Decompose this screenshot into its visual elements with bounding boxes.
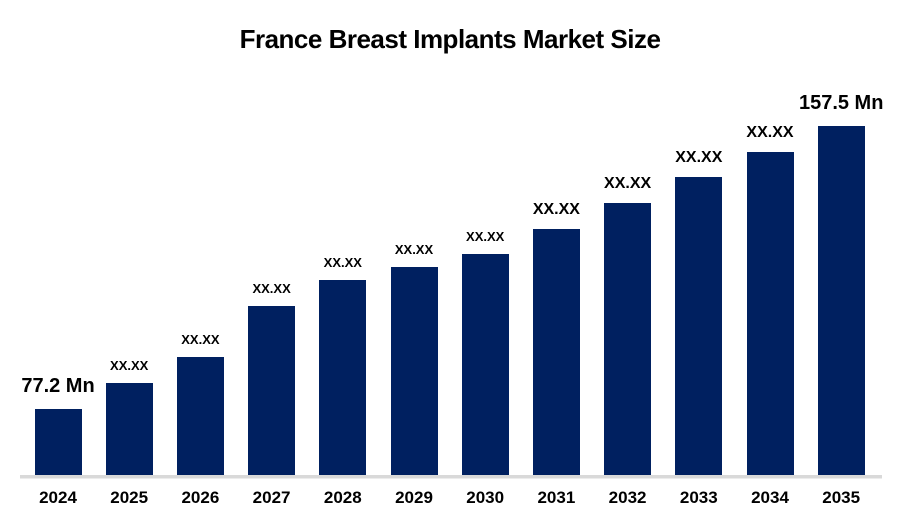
bar-value-label-2032: XX.XX (604, 175, 652, 192)
bar-2034 (746, 152, 794, 475)
bar-value-label-2025: XX.XX (110, 358, 149, 373)
chart-title: France Breast Implants Market Size (239, 24, 661, 54)
bar-value-label-2024: 77.2 Mn (21, 375, 95, 397)
bar-2025 (105, 383, 153, 475)
x-axis-tick-2028: 2028 (323, 488, 362, 507)
x-axis-tick-2035: 2035 (822, 488, 861, 507)
bar-value-label-2030: XX.XX (466, 229, 505, 244)
bar-2030 (461, 254, 509, 475)
bar-2027 (248, 306, 296, 475)
x-axis-tick-2032: 2032 (608, 488, 647, 507)
bar-value-label-2033: XX.XX (675, 149, 723, 166)
bar-2031 (532, 229, 580, 475)
x-axis-tick-2034: 2034 (751, 488, 789, 507)
bar-value-label-2027: XX.XX (252, 281, 291, 296)
x-axis-tick-2027: 2027 (252, 488, 291, 507)
bar-value-label-2028: XX.XX (323, 255, 362, 270)
x-axis-tick-2026: 2026 (181, 488, 220, 507)
x-axis-tick-2031: 2031 (537, 488, 576, 507)
bar-2026 (176, 357, 224, 475)
bar-2033 (675, 177, 723, 475)
x-axis-tick-2030: 2030 (466, 488, 505, 507)
bar-2035 (817, 126, 865, 475)
plot-area: 77.2 Mn XX.XX XX.XX XX.XX XX.XX XX.XX XX.XX XX.… (20, 92, 884, 478)
bar-value-label-2031: XX.XX (532, 201, 580, 218)
bar-2029 (390, 267, 438, 475)
x-axis-tick-2024: 2024 (39, 488, 77, 507)
bar-2028 (319, 280, 367, 475)
bar-2024 (34, 409, 82, 475)
x-axis-tick-2029: 2029 (395, 488, 433, 507)
x-axis-line (20, 475, 882, 478)
bar-value-label-2026: XX.XX (181, 332, 220, 347)
x-axis-tick-2025: 2025 (110, 488, 149, 507)
x-axis-tick-2033: 2033 (679, 488, 718, 507)
bar-value-label-2029: XX.XX (394, 242, 434, 257)
bar-value-label-2034: XX.XX (746, 124, 794, 141)
bar-2032 (604, 203, 652, 475)
bar-value-label-2035: 157.5 Mn (798, 92, 884, 114)
